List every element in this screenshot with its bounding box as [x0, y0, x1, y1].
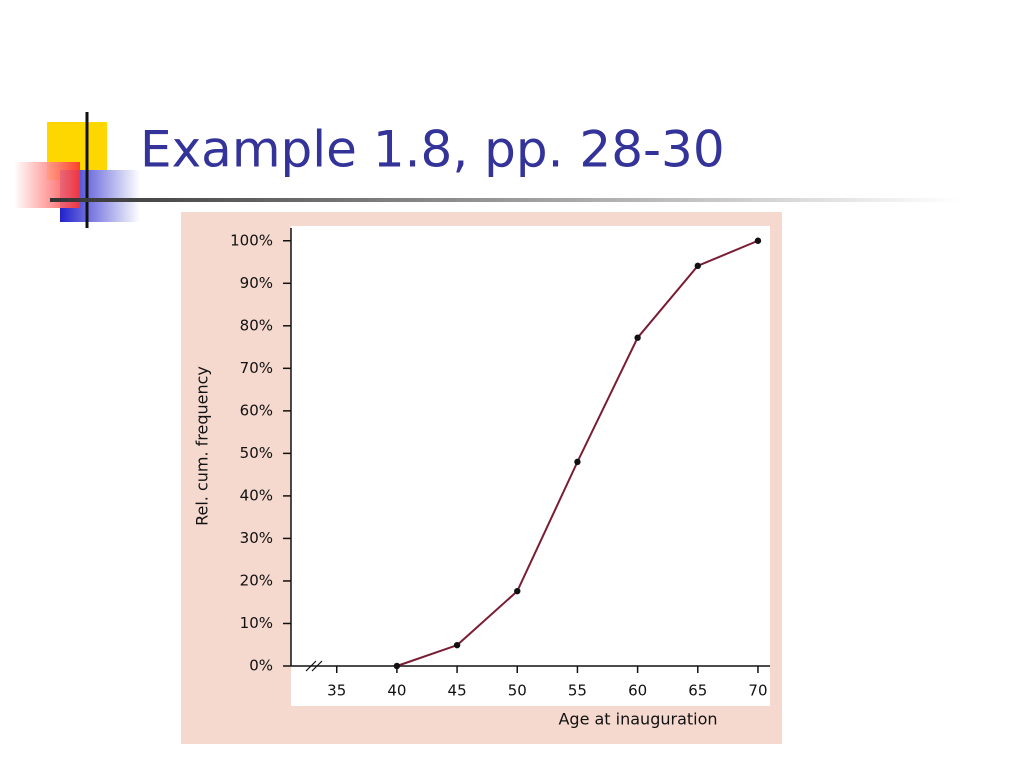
x-tick-label: 70 — [748, 682, 767, 700]
data-point — [694, 262, 701, 270]
axis-break — [305, 660, 317, 672]
plot: 0% 10% 20% 30% 40% 50% 60% 70% 80% 90% 100% 35 40 45 5… — [230, 228, 770, 700]
y-tick-label: 20% — [240, 571, 273, 589]
data-point — [393, 662, 401, 670]
x-axis-label: Age at inauguration — [558, 710, 717, 729]
x-tick-label: 40 — [387, 682, 406, 700]
y-tick-label: 50% — [240, 444, 273, 462]
y-tick-label: 10% — [240, 614, 273, 632]
slide-decoration — [14, 112, 960, 228]
y-tick-label: 80% — [240, 316, 273, 334]
x-tick-label: 65 — [688, 682, 707, 700]
axis-break — [311, 660, 323, 672]
y-tick-label: 0% — [249, 657, 273, 675]
slide-title: Example 1.8, pp. 28-30 — [140, 121, 725, 179]
x-tick-label: 50 — [508, 682, 527, 700]
y-tick-label: 30% — [240, 529, 273, 547]
data-point — [574, 458, 581, 466]
y-tick-label: 70% — [240, 359, 273, 377]
y-tick-label: 60% — [240, 401, 273, 419]
x-tick-label: 35 — [327, 682, 346, 700]
y-axis-label: Rel. cum. frequency — [193, 366, 212, 526]
data-point — [754, 237, 762, 244]
x-tick-label: 45 — [448, 682, 467, 700]
plot-area — [291, 226, 770, 706]
data-point — [453, 641, 461, 649]
y-tick-label: 40% — [240, 486, 273, 504]
x-tick-label: 60 — [628, 682, 647, 700]
y-tick-label: 90% — [240, 274, 273, 292]
y-tick-label: 100% — [230, 231, 273, 249]
data-point — [514, 587, 521, 595]
x-tick-label: 55 — [568, 682, 587, 700]
data-point — [634, 334, 641, 341]
